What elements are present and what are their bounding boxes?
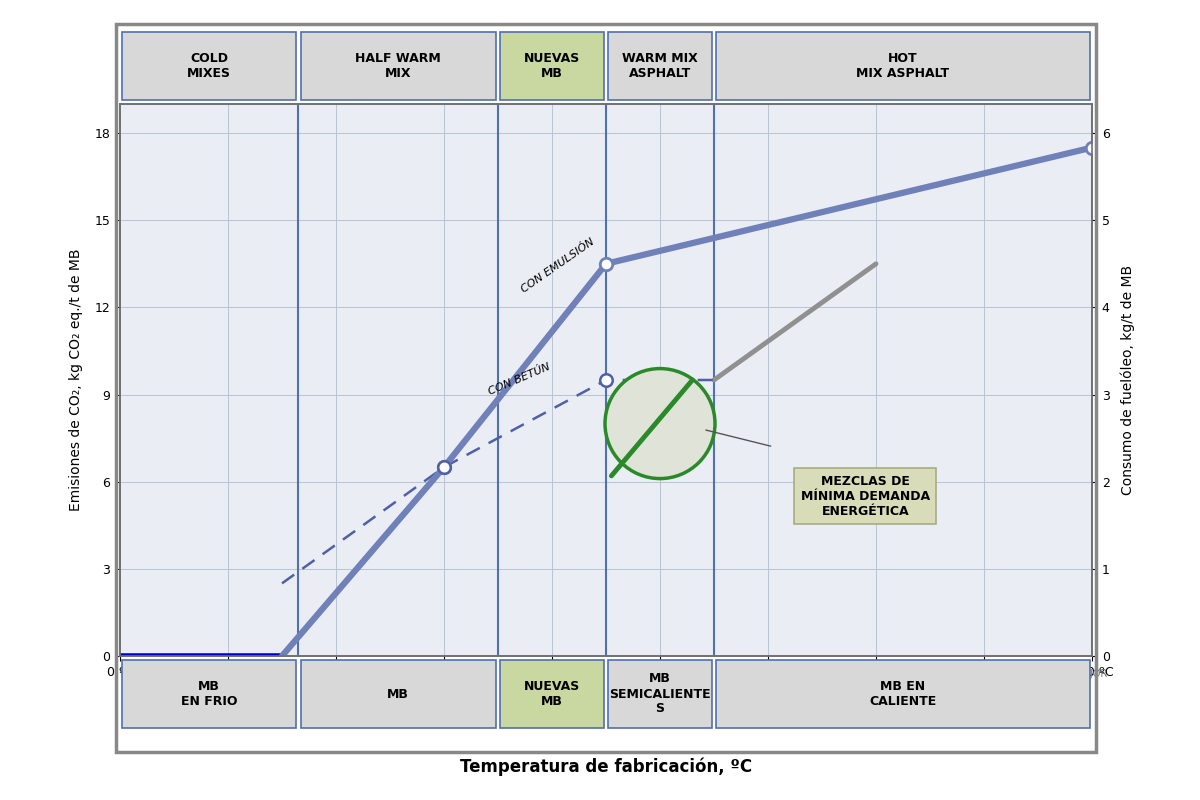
Text: WARM MIX
ASPHALT: WARM MIX ASPHALT <box>622 52 698 80</box>
Text: Temperatura de fabricación, ºC: Temperatura de fabricación, ºC <box>460 758 752 776</box>
Text: CON EMULSIÓN: CON EMULSIÓN <box>520 237 596 295</box>
Text: COLD
MIXES: COLD MIXES <box>187 52 232 80</box>
Text: CON BETÚN: CON BETÚN <box>487 362 552 397</box>
Text: MEZCLAS DE
MÍNIMA DEMANDA
ENERGÉTICA: MEZCLAS DE MÍNIMA DEMANDA ENERGÉTICA <box>800 474 930 518</box>
Text: MB
EN FRIO: MB EN FRIO <box>181 680 238 708</box>
Text: MB: MB <box>388 687 409 701</box>
Text: HALF WARM
MIX: HALF WARM MIX <box>355 52 440 80</box>
Text: NUEVAS
MB: NUEVAS MB <box>524 680 580 708</box>
Y-axis label: Consumo de fuelóleo, kg/t de MB: Consumo de fuelóleo, kg/t de MB <box>1121 265 1135 495</box>
Text: NUEVAS
MB: NUEVAS MB <box>524 52 580 80</box>
Text: JJOR: JJOR <box>1088 670 1109 679</box>
Text: HOT
MIX ASPHALT: HOT MIX ASPHALT <box>857 52 949 80</box>
Text: MB EN
CALIENTE: MB EN CALIENTE <box>869 680 937 708</box>
Ellipse shape <box>605 369 715 478</box>
Y-axis label: Emisiones de CO₂, kg CO₂ eq./t de MB: Emisiones de CO₂, kg CO₂ eq./t de MB <box>70 249 83 511</box>
Text: MB
SEMICALIENTE
S: MB SEMICALIENTE S <box>610 673 710 715</box>
